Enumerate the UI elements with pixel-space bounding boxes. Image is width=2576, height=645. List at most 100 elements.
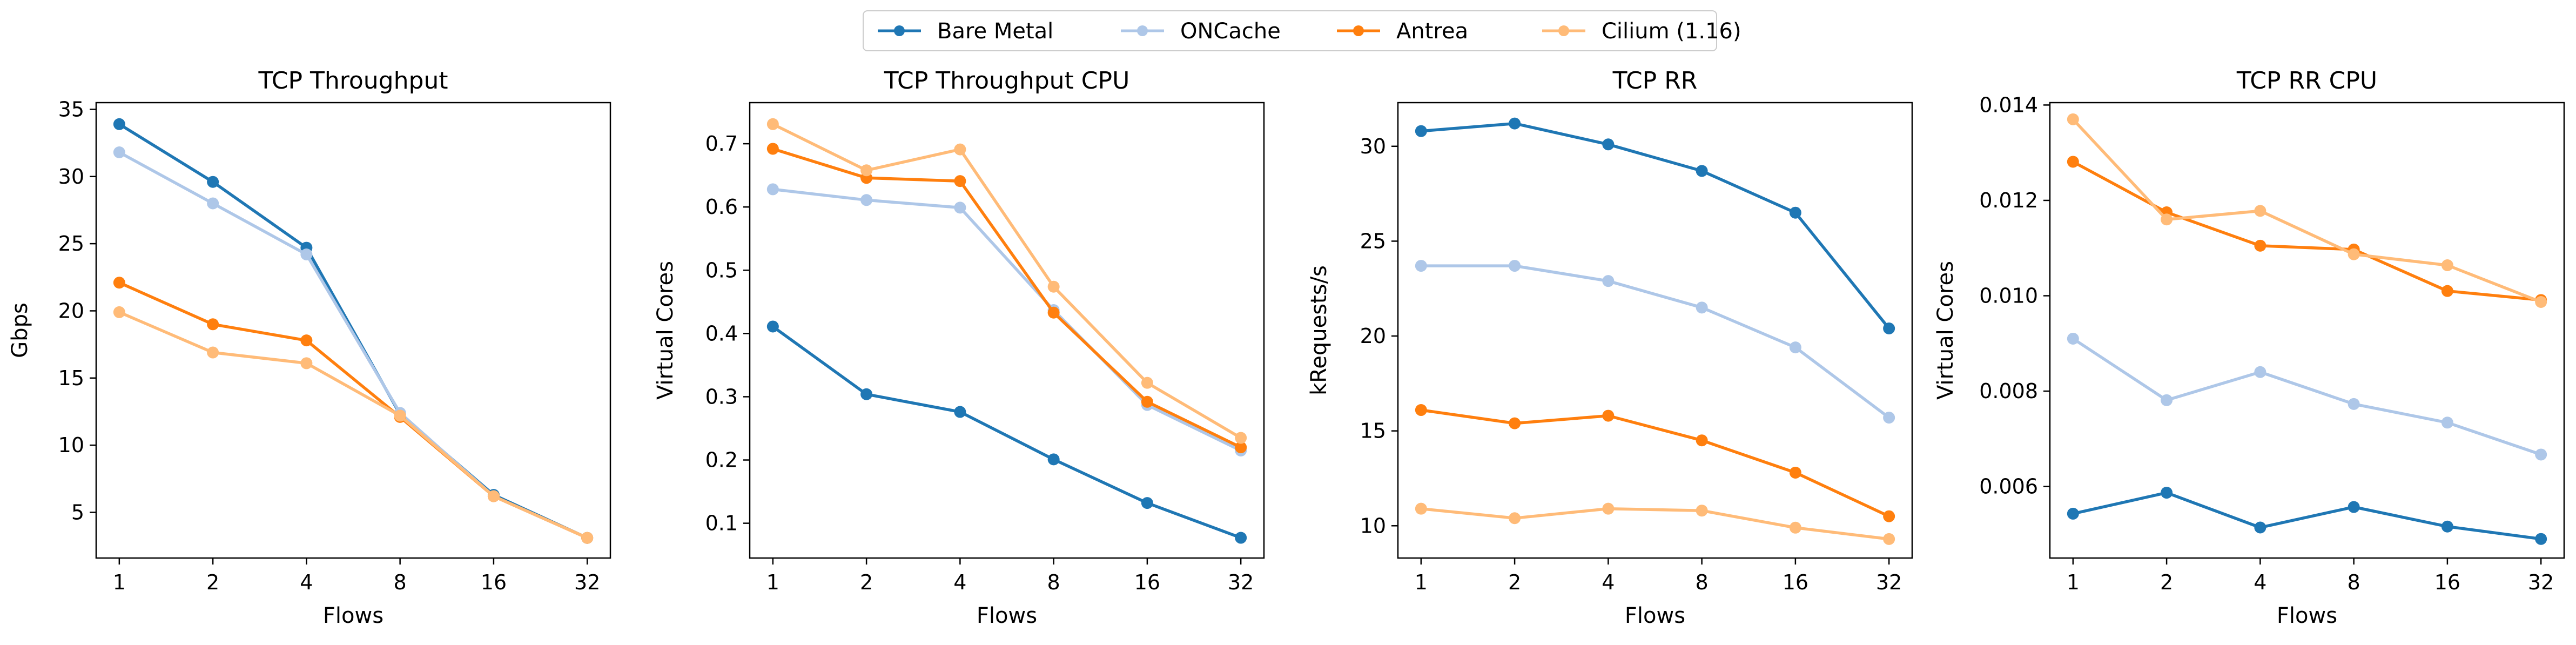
- y-tick-label: 25: [58, 232, 84, 256]
- data-point: [2067, 156, 2079, 168]
- plot-frame: [1397, 102, 1913, 559]
- data-point: [766, 143, 779, 155]
- data-point: [1789, 341, 1801, 354]
- x-axis-label: Flows: [1625, 603, 1685, 628]
- series-antrea: [1415, 404, 1895, 522]
- data-point: [954, 201, 966, 214]
- x-tick-label: 1: [1415, 570, 1428, 594]
- legend-frame: [863, 10, 1717, 51]
- series-bare-metal: [766, 320, 1247, 544]
- series-oncache: [2067, 332, 2547, 461]
- data-point: [300, 357, 313, 369]
- data-point: [1789, 466, 1801, 479]
- chart-panel-tcp-throughput: TCP Throughput 1 2 4 8 16 32 5 10 15 20 25 30 35 Flows…: [8, 67, 611, 628]
- data-point: [860, 164, 873, 177]
- data-point: [860, 388, 873, 400]
- plot-frame: [749, 102, 1265, 559]
- y-tick-label: 15: [1360, 419, 1386, 443]
- series-antrea: [766, 143, 1247, 454]
- data-point: [1602, 409, 1615, 422]
- series-bare-metal: [2067, 487, 2547, 545]
- data-point: [2254, 205, 2266, 217]
- data-point: [1509, 417, 1521, 429]
- data-point: [2441, 520, 2453, 533]
- x-axis-label: Flows: [323, 603, 384, 628]
- series-oncache: [1415, 260, 1895, 424]
- data-point: [113, 146, 125, 159]
- data-point: [1696, 301, 1708, 314]
- data-point: [2161, 487, 2173, 499]
- data-point: [2348, 501, 2360, 513]
- data-point: [1602, 502, 1615, 515]
- data-point: [2348, 248, 2360, 260]
- series-bare-metal: [1415, 117, 1895, 334]
- series-line: [1421, 408, 1890, 518]
- series-cilium-1-16: [113, 306, 594, 544]
- x-tick-label: 4: [953, 570, 966, 594]
- series-line: [2071, 118, 2542, 304]
- data-point: [1047, 453, 1060, 466]
- y-tick-label: 0.5: [705, 258, 738, 282]
- series-cilium-1-16: [2067, 113, 2547, 308]
- data-point: [300, 334, 313, 347]
- chart-panels: TCP Throughput 1 2 4 8 16 32 5 10 15 20 25 30 35 Flows…: [8, 67, 2565, 628]
- plot-frame: [2049, 102, 2565, 559]
- x-tick-label: 32: [1876, 570, 1902, 594]
- series-line: [2073, 491, 2541, 541]
- data-point: [581, 532, 594, 544]
- data-point: [113, 118, 125, 130]
- x-tick-label: 8: [2348, 570, 2360, 594]
- legend: Bare Metal ONCache Antrea Cilium (1.16): [863, 10, 1741, 51]
- legend-label: ONCache: [1180, 19, 1281, 44]
- y-tick-label: 10: [58, 433, 84, 457]
- series-line: [1421, 507, 1889, 541]
- x-tick-label: 2: [1508, 570, 1521, 594]
- data-point: [1509, 512, 1521, 525]
- chart-panel-tcp-throughput-cpu: TCP Throughput CPU 1 2 4 8 16 32 0.1 0.2 0.3 0.4 0.…: [653, 67, 1265, 628]
- y-tick-label: 15: [58, 366, 84, 390]
- data-point: [1696, 165, 1708, 177]
- y-tick-label: 0.014: [1979, 93, 2038, 117]
- series-cilium-1-16: [1415, 502, 1895, 545]
- series-line: [1421, 264, 1890, 419]
- series-line: [772, 325, 1242, 540]
- series-line: [772, 147, 1242, 449]
- data-point: [207, 176, 219, 188]
- y-tick-label: 0.4: [705, 321, 738, 345]
- data-point: [1415, 260, 1427, 272]
- legend-label: Bare Metal: [937, 19, 1053, 44]
- data-point: [1696, 434, 1708, 447]
- y-tick-label: 25: [1360, 229, 1386, 253]
- data-point: [1141, 377, 1153, 389]
- data-point: [1235, 432, 1247, 444]
- y-tick-label: 35: [58, 97, 84, 121]
- chart-title: TCP RR CPU: [2236, 67, 2377, 95]
- chart-title: TCP Throughput CPU: [884, 67, 1130, 95]
- data-point: [954, 406, 966, 418]
- data-point: [2441, 259, 2453, 272]
- series-line: [118, 311, 588, 540]
- data-point: [113, 277, 125, 289]
- data-point: [2441, 416, 2453, 429]
- x-tick-label: 2: [860, 570, 873, 594]
- x-tick-label: 1: [2067, 570, 2080, 594]
- x-tick-label: 4: [300, 570, 313, 594]
- data-point: [1415, 125, 1427, 137]
- plot-frame: [95, 102, 611, 559]
- data-point: [1141, 395, 1153, 408]
- data-point: [2254, 366, 2266, 378]
- chart-panel-tcp-rr-cpu: TCP RR CPU 1 2 4 8 16 32 0.006 0.008 0.010 0.012 0.…: [1933, 67, 2565, 628]
- data-point: [1415, 404, 1427, 416]
- y-tick-label: 0.7: [705, 132, 738, 156]
- series-line: [772, 123, 1242, 439]
- data-point: [1141, 497, 1153, 509]
- chart-panel-tcp-rr: TCP RR 1 2 4 8 16 32 10 15 20 25 30 Flows kRequests/s: [1307, 67, 1913, 628]
- x-tick-label: 16: [2434, 570, 2460, 594]
- series-cilium-1-16: [766, 118, 1247, 444]
- x-tick-label: 32: [2528, 570, 2554, 594]
- data-point: [394, 409, 406, 422]
- x-tick-label: 2: [2160, 570, 2173, 594]
- data-point: [954, 175, 966, 187]
